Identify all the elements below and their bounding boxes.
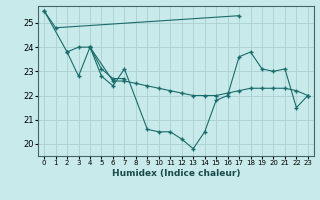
X-axis label: Humidex (Indice chaleur): Humidex (Indice chaleur) [112, 169, 240, 178]
